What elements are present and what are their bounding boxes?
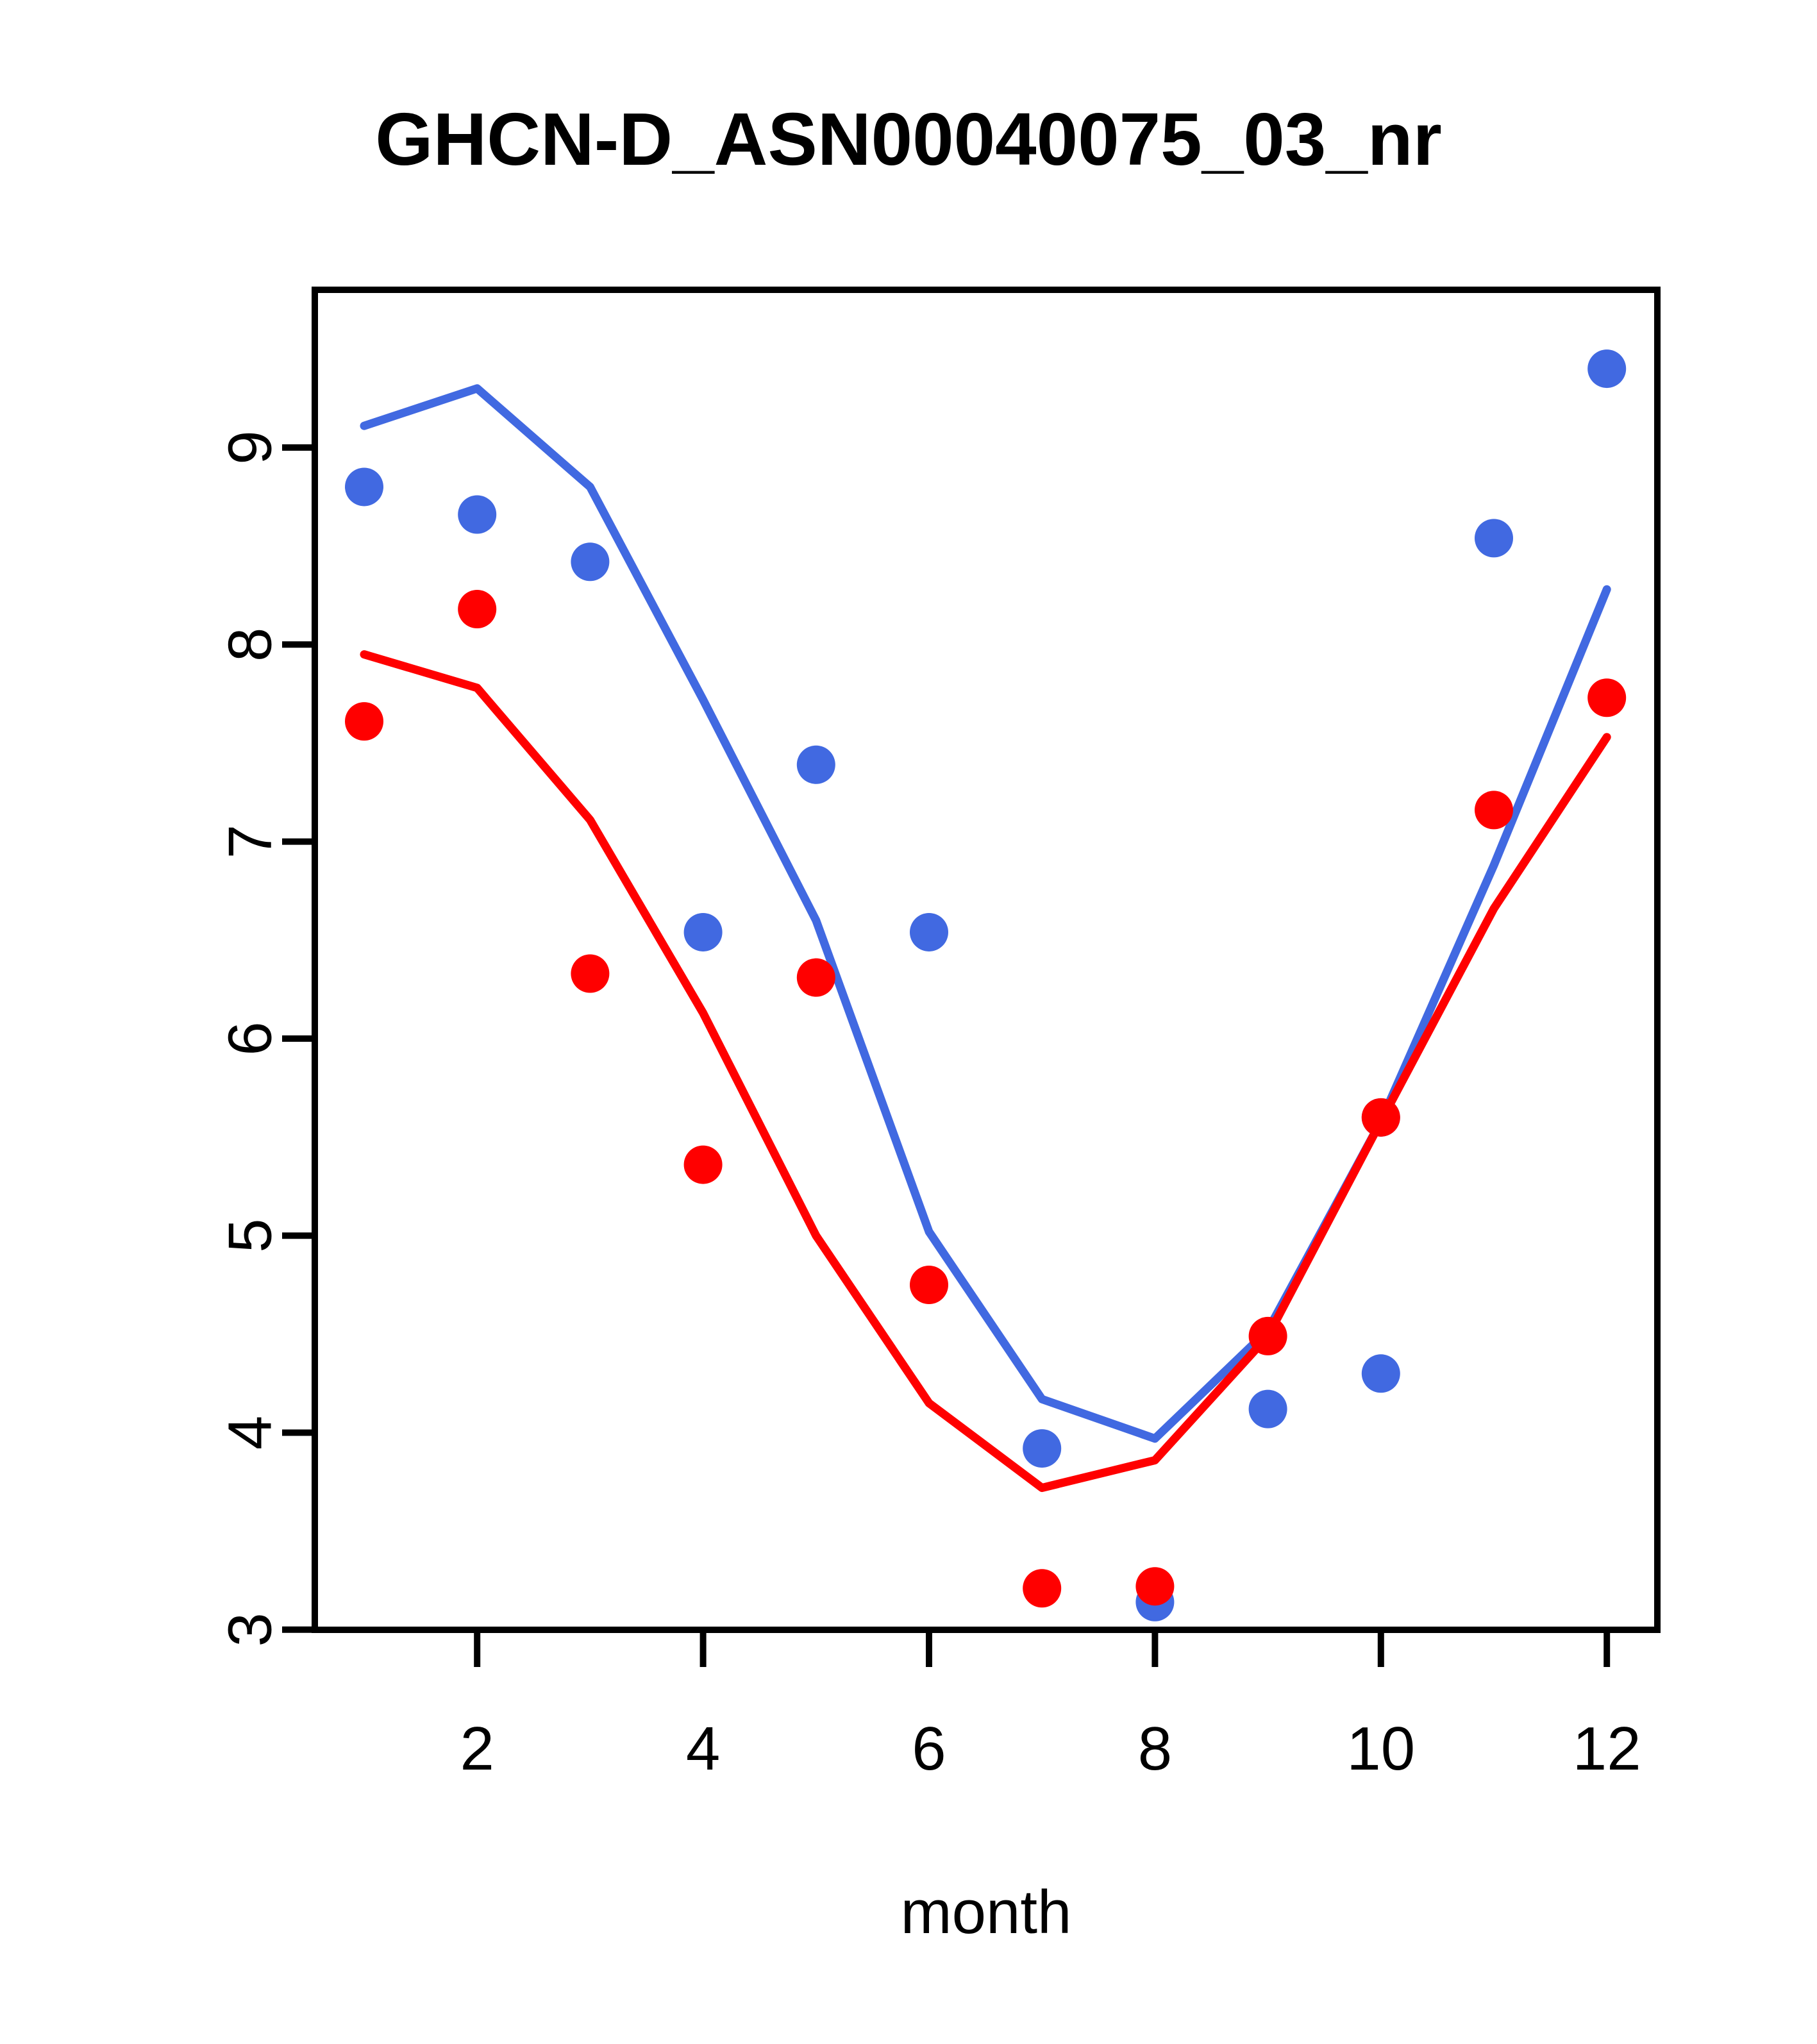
data-point-red-points [458, 589, 497, 628]
data-point-red-points [1475, 791, 1513, 830]
data-point-red-points [1248, 1316, 1287, 1355]
data-point-blue-points [683, 912, 723, 951]
data-point-blue-points [1475, 519, 1513, 558]
y-tick-label: 5 [216, 1219, 285, 1253]
x-axis-tick-labels: 2 4 6 8 10 12 [460, 1714, 1641, 1783]
y-tick-label: 9 [216, 430, 285, 464]
x-tick-label: 12 [1573, 1714, 1641, 1783]
plot-frame [312, 287, 1661, 1633]
data-point-red-points [910, 1266, 948, 1305]
data-point-blue-points [796, 745, 835, 784]
data-point-blue-points [571, 542, 610, 582]
data-point-blue-points [1587, 349, 1627, 389]
data-point-blue-points [458, 495, 497, 534]
x-tick-label: 6 [912, 1714, 946, 1783]
data-point-blue-points [1361, 1354, 1400, 1393]
data-point-red-points [1135, 1567, 1175, 1606]
data-point-blue-points [1023, 1429, 1062, 1468]
data-point-red-points [571, 954, 610, 993]
data-point-red-points [345, 702, 383, 741]
y-axis-ticks [282, 444, 315, 1633]
data-point-red-points [1361, 1098, 1400, 1137]
x-tick-label: 10 [1346, 1714, 1415, 1783]
x-tick-label: 8 [1138, 1714, 1172, 1783]
x-axis-ticks [474, 1630, 1611, 1667]
data-point-blue-points [1248, 1389, 1287, 1428]
data-series-layer [345, 349, 1627, 1621]
page-title: GHCN-D_ASN00040075_03_nr [375, 97, 1442, 181]
y-axis-tick-labels: 3 4 5 6 7 8 9 [216, 430, 285, 1646]
data-point-blue-points [345, 467, 383, 507]
y-tick-label: 8 [216, 628, 285, 662]
data-point-red-points [1023, 1569, 1062, 1608]
y-tick-label: 4 [216, 1416, 285, 1450]
y-tick-label: 6 [216, 1021, 285, 1055]
data-point-red-points [796, 958, 835, 997]
x-tick-label: 4 [686, 1714, 720, 1783]
series-line-red-line [360, 650, 1611, 1493]
y-tick-label: 3 [216, 1613, 285, 1646]
y-tick-label: 7 [216, 825, 285, 859]
data-point-red-points [1587, 678, 1627, 717]
x-axis-title: month [901, 1878, 1072, 1947]
data-point-red-points [683, 1145, 723, 1184]
x-tick-label: 2 [460, 1714, 494, 1783]
series-line-blue-line [360, 384, 1611, 1443]
data-point-blue-points [910, 912, 948, 951]
